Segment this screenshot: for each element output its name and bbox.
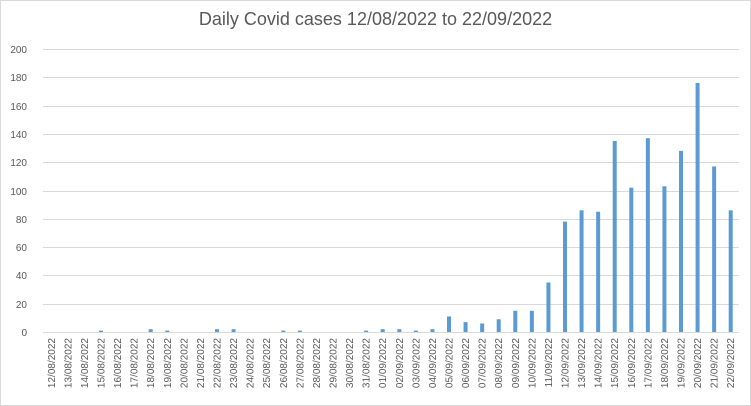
x-tick-label: 01/09/2022: [378, 338, 389, 388]
bar: [215, 329, 219, 332]
x-tick-label: 11/09/2022: [544, 338, 555, 388]
x-tick-label: 14/08/2022: [80, 338, 91, 388]
x-tick-label: 24/08/2022: [246, 338, 257, 388]
x-tick-label: 26/08/2022: [279, 338, 290, 388]
x-tick-label: 17/08/2022: [130, 338, 141, 388]
x-tick-label: 10/09/2022: [527, 338, 538, 388]
x-tick-label: 14/09/2022: [594, 338, 605, 388]
x-tick-label: 16/09/2022: [627, 338, 638, 388]
bar: [662, 186, 667, 332]
x-tick-label: 17/09/2022: [643, 338, 654, 388]
x-tick-label: 13/09/2022: [577, 338, 588, 388]
bar: [480, 323, 485, 332]
y-tick-label: 200: [10, 45, 27, 56]
bar: [513, 310, 518, 332]
x-tick-label: 19/09/2022: [677, 338, 688, 388]
bar: [679, 150, 683, 332]
x-tick-label: 18/09/2022: [660, 338, 671, 388]
bar: [728, 210, 733, 332]
bar: [364, 330, 369, 332]
x-tick-label: 08/09/2022: [494, 338, 505, 388]
y-tick-label: 140: [10, 130, 27, 141]
x-tick-label: 21/08/2022: [196, 338, 207, 388]
bar: [645, 138, 650, 332]
x-tick-label: 03/09/2022: [411, 338, 422, 388]
x-tick-label: 16/08/2022: [113, 338, 124, 388]
x-tick-label: 13/08/2022: [63, 338, 74, 388]
x-tick-label: 20/08/2022: [179, 338, 190, 388]
x-tick-label: 09/09/2022: [511, 338, 522, 388]
x-tick-label: 21/09/2022: [710, 338, 721, 388]
bar: [695, 82, 700, 333]
y-tick-label: 100: [10, 187, 27, 198]
x-tick-label: 23/08/2022: [229, 338, 240, 388]
bar: [281, 330, 286, 332]
x-tick-label: 05/09/2022: [445, 338, 456, 388]
bar: [430, 329, 435, 332]
x-tick-label: 22/09/2022: [726, 338, 737, 388]
bar: [99, 330, 103, 332]
x-tick-label: 07/09/2022: [478, 338, 489, 388]
bar: [529, 310, 534, 332]
x-axis-tick-labels: 12/08/2022 13/08/2022 14/08/2022 15/08/2022…: [47, 338, 737, 388]
bar: [629, 187, 634, 332]
chart-title: Daily Covid cases 12/08/2022 to 22/09/20…: [198, 9, 553, 29]
bar: [231, 329, 236, 332]
y-tick-label: 20: [16, 300, 28, 311]
x-tick-label: 15/08/2022: [97, 338, 108, 388]
bar: [397, 329, 402, 332]
y-axis-tick-labels: 0 20 40 60 80 100 120 140 160 180 200: [10, 45, 27, 339]
bars: [99, 82, 733, 333]
bar: [463, 322, 468, 332]
bar: [380, 329, 385, 332]
x-tick-label: 27/08/2022: [295, 338, 306, 388]
x-tick-label: 18/08/2022: [146, 338, 157, 388]
x-tick-label: 30/08/2022: [345, 338, 356, 388]
bar: [148, 329, 153, 332]
y-tick-label: 120: [10, 158, 27, 169]
bar: [612, 140, 617, 332]
y-tick-label: 160: [10, 102, 27, 113]
bar: [579, 210, 584, 332]
bar: [712, 166, 717, 332]
x-tick-label: 02/09/2022: [395, 338, 406, 388]
x-tick-label: 19/08/2022: [163, 338, 174, 388]
y-tick-label: 80: [16, 215, 28, 226]
bar: [596, 211, 601, 332]
y-tick-label: 40: [16, 271, 28, 282]
x-tick-label: 29/08/2022: [329, 338, 340, 388]
bar: [165, 330, 170, 332]
y-tick-label: 180: [10, 73, 27, 84]
x-tick-label: 04/09/2022: [428, 338, 439, 388]
x-tick-label: 15/09/2022: [610, 338, 621, 388]
x-tick-label: 06/09/2022: [461, 338, 472, 388]
bar: [447, 316, 451, 332]
x-tick-label: 25/08/2022: [262, 338, 273, 388]
x-tick-label: 31/08/2022: [362, 338, 373, 388]
x-tick-label: 12/09/2022: [561, 338, 572, 388]
x-tick-label: 22/08/2022: [213, 338, 224, 388]
y-tick-label: 0: [21, 328, 27, 339]
bar: [496, 319, 501, 332]
x-tick-label: 20/09/2022: [693, 338, 704, 388]
x-tick-label: 28/08/2022: [312, 338, 323, 388]
bar: [413, 330, 418, 332]
bar: [563, 221, 567, 332]
gridlines: [43, 49, 739, 305]
x-tick-label: 12/08/2022: [47, 338, 58, 388]
y-tick-label: 60: [16, 243, 28, 254]
bar: [546, 282, 551, 332]
bar: [297, 330, 302, 332]
